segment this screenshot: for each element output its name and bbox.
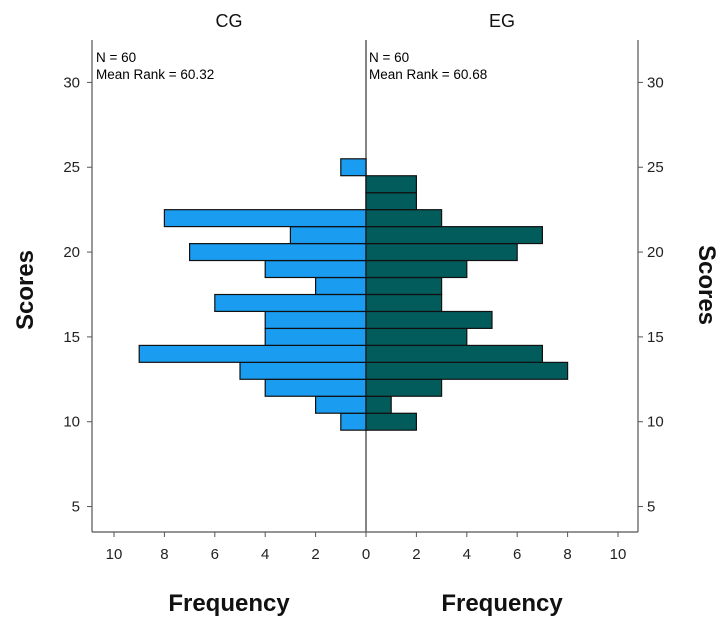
eg-bar [365, 293, 443, 313]
eg-bar [365, 310, 493, 329]
eg-bar [365, 344, 543, 363]
y-tick-label-right: 20 [647, 244, 664, 261]
y-tick-label-left: 30 [63, 74, 80, 91]
y-tick-label-right: 15 [647, 329, 664, 346]
cg-bar [264, 259, 367, 279]
eg-mean-rank-label: Mean Rank = 60.68 [369, 67, 487, 82]
cg-bar [264, 310, 367, 329]
x-axis-title-right: Frequency [441, 590, 563, 617]
cg-bar [264, 378, 367, 397]
x-tick-label: 10 [610, 546, 627, 563]
y-tick-label-right: 5 [647, 499, 655, 516]
cg-bar [214, 293, 367, 313]
eg-n-label: N = 60 [369, 50, 409, 65]
cg-bar [163, 209, 367, 228]
y-tick-label-left: 20 [63, 244, 80, 261]
eg-bar [365, 226, 543, 245]
cg-group-title: CG [216, 11, 243, 31]
x-tick-label: 2 [412, 546, 420, 563]
eg-bar [365, 259, 468, 279]
eg-bar [365, 175, 418, 194]
eg-bar [365, 412, 418, 431]
y-tick-label-left: 10 [63, 414, 80, 431]
eg-bar [365, 192, 418, 211]
eg-bar [365, 209, 443, 228]
cg-bar [289, 226, 367, 245]
cg-bar [315, 395, 367, 414]
eg-group-title: EG [489, 11, 515, 31]
cg-n-label: N = 60 [96, 50, 136, 65]
x-tick-label: 4 [261, 546, 269, 563]
cg-bar [239, 361, 367, 380]
x-tick-label: 2 [311, 546, 319, 563]
eg-bar [365, 378, 443, 397]
cg-bar [189, 243, 367, 262]
y-axis-title-right: Scores [693, 245, 720, 325]
x-tick-label: 8 [160, 546, 168, 563]
bars-layer [138, 158, 569, 431]
x-tick-label: 4 [463, 546, 471, 563]
y-tick-label-left: 25 [63, 159, 80, 176]
y-tick-label-left: 5 [72, 499, 80, 516]
eg-bar [365, 395, 392, 414]
cg-bar [340, 158, 367, 177]
cg-mean-rank-label: Mean Rank = 60.32 [96, 67, 214, 82]
eg-bar [365, 243, 518, 262]
x-tick-label: 8 [563, 546, 571, 563]
cg-bar [264, 327, 367, 346]
x-tick-label: 0 [362, 546, 370, 563]
cg-bar [315, 276, 367, 296]
x-tick-label: 6 [211, 546, 219, 563]
x-tick-label: 10 [106, 546, 123, 563]
y-tick-label-right: 30 [647, 74, 664, 91]
eg-bar [365, 276, 443, 296]
eg-bar [365, 327, 468, 346]
y-axis-title-left: Scores [12, 250, 39, 330]
x-tick-label: 6 [513, 546, 521, 563]
cg-bar [340, 412, 367, 431]
y-tick-label-right: 10 [647, 414, 664, 431]
eg-bar [365, 361, 569, 380]
y-tick-label-left: 15 [63, 329, 80, 346]
y-tick-label-right: 25 [647, 159, 664, 176]
x-axis-title-left: Frequency [168, 590, 290, 617]
cg-bar [138, 344, 367, 363]
